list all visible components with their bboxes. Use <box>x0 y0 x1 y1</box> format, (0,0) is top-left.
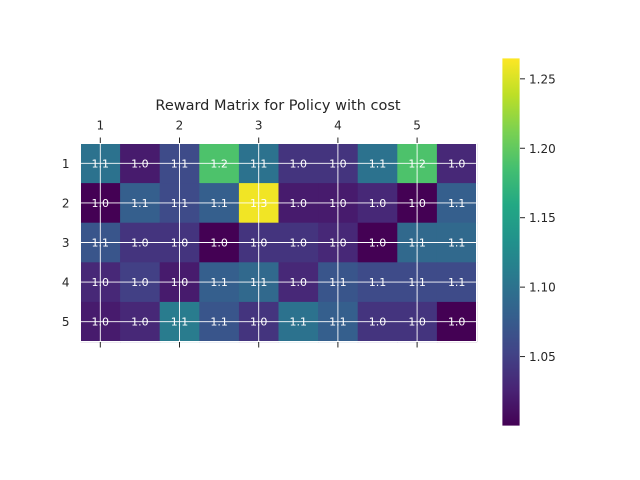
cell-value-label: 1.1 <box>210 316 228 329</box>
cell-value-label: 1.1 <box>408 237 426 250</box>
y-tick-label: 5 <box>62 315 70 329</box>
cell-value-label: 1.0 <box>448 316 466 329</box>
cell-value-label: 1.1 <box>329 316 347 329</box>
cell-value-label: 1.0 <box>210 237 228 250</box>
cell-value-label: 1.1 <box>250 276 268 289</box>
cell-value-label: 1.0 <box>171 237 189 250</box>
cell-value-label: 1.1 <box>171 316 189 329</box>
cell-value-label: 1.0 <box>171 276 189 289</box>
cell-value-label: 1.1 <box>171 157 189 170</box>
cell-value-label: 1.1 <box>369 157 387 170</box>
axes-frame <box>80 143 477 342</box>
cell-value-label: 1.0 <box>92 316 110 329</box>
cell-value-label: 1.1 <box>92 237 110 250</box>
cell-value-label: 1.0 <box>290 276 308 289</box>
cell-value-label: 1.1 <box>369 276 387 289</box>
cell-value-label: 1.0 <box>92 276 110 289</box>
colorbar-tick-label: 1.25 <box>529 72 556 86</box>
cell-value-label: 1.0 <box>290 157 308 170</box>
cell-value-label: 1.0 <box>250 237 268 250</box>
cell-value-label: 1.0 <box>369 237 387 250</box>
y-tick-label: 2 <box>62 196 70 210</box>
cell-value-label: 1.1 <box>171 197 189 210</box>
cell-value-label: 1.0 <box>369 197 387 210</box>
cell-value-label: 1.2 <box>408 157 426 170</box>
cell-value-label: 1.0 <box>131 157 149 170</box>
cell-value-label: 1.0 <box>408 316 426 329</box>
cell-value-label: 1.3 <box>250 197 268 210</box>
cell-value-label: 1.0 <box>290 237 308 250</box>
x-tick-label: 3 <box>255 119 263 133</box>
x-tick-label: 2 <box>176 119 184 133</box>
cell-value-label: 1.1 <box>448 237 466 250</box>
cell-value-label: 1.0 <box>250 316 268 329</box>
y-tick-label: 4 <box>62 276 70 290</box>
cell-value-label: 1.0 <box>131 316 149 329</box>
cell-value-label: 1.1 <box>290 316 308 329</box>
cell-value-label: 1.0 <box>290 197 308 210</box>
cell-value-label: 1.1 <box>210 197 228 210</box>
colorbar-tick-label: 1.15 <box>529 211 556 225</box>
colorbar-tick-label: 1.10 <box>529 281 556 295</box>
cell-value-label: 1.0 <box>329 237 347 250</box>
cell-value-label: 1.1 <box>448 276 466 289</box>
cell-value-label: 1.0 <box>131 237 149 250</box>
y-tick-label: 3 <box>62 236 70 250</box>
cell-value-label: 1.0 <box>92 197 110 210</box>
cell-value-label: 1.0 <box>369 316 387 329</box>
colorbar-tick-label: 1.05 <box>529 350 556 364</box>
cell-value-label: 1.1 <box>448 197 466 210</box>
y-tick-label: 1 <box>62 157 70 171</box>
cell-value-label: 1.1 <box>210 276 228 289</box>
cell-value-label: 1.1 <box>250 157 268 170</box>
cell-value-label: 1.0 <box>448 157 466 170</box>
cell-value-label: 1.1 <box>131 197 149 210</box>
x-tick-label: 4 <box>334 119 342 133</box>
cell-value-label: 1.0 <box>329 197 347 210</box>
colorbar-tick-label: 1.20 <box>529 142 556 156</box>
x-tick-label: 5 <box>413 119 421 133</box>
x-tick-label: 1 <box>96 119 104 133</box>
cell-value-label: 1.2 <box>210 157 228 170</box>
cell-value-label: 1.1 <box>92 157 110 170</box>
cell-value-label: 1.1 <box>329 276 347 289</box>
cell-value-label: 1.0 <box>408 197 426 210</box>
colorbar <box>501 57 521 427</box>
cell-value-label: 1.1 <box>408 276 426 289</box>
cell-value-label: 1.0 <box>329 157 347 170</box>
cell-value-label: 1.0 <box>131 276 149 289</box>
chart-title: Reward Matrix for Policy with cost <box>155 98 401 114</box>
